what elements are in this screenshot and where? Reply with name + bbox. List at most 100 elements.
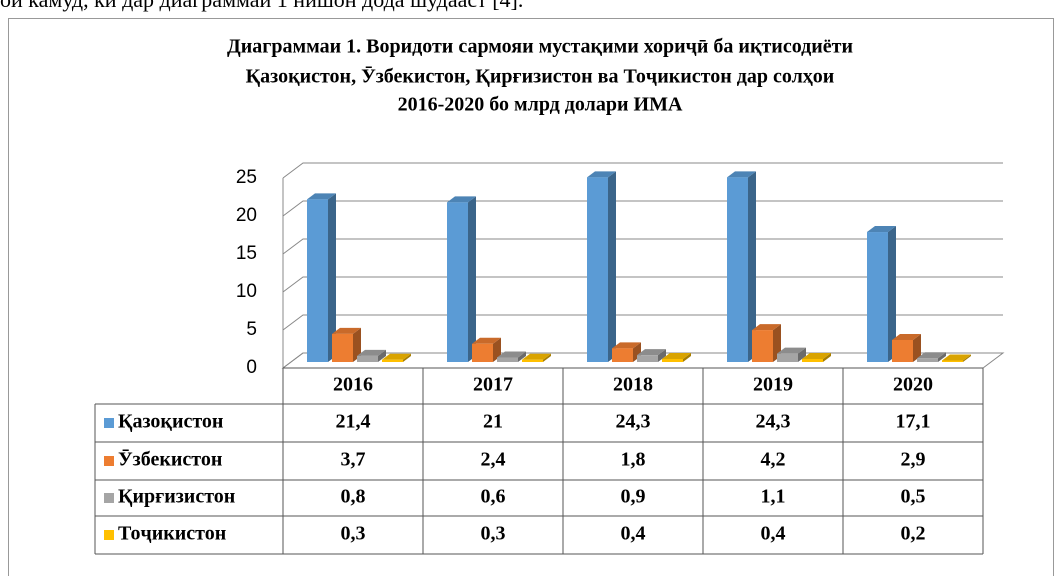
bar-top bbox=[917, 352, 946, 359]
chart-title: Қазоқистон, Ӯзбекистон, Қирғизистон ва Т… bbox=[246, 66, 835, 88]
grid-line bbox=[282, 200, 1003, 217]
grid-line bbox=[282, 276, 1003, 293]
data-label: 0,3 bbox=[481, 523, 506, 545]
data-label: 0,9 bbox=[621, 486, 646, 508]
legend-key bbox=[104, 493, 114, 503]
data-label: 24,3 bbox=[616, 411, 651, 433]
bar-side bbox=[683, 352, 691, 362]
data-label: 21,4 bbox=[336, 411, 371, 433]
bar bbox=[522, 359, 543, 362]
bar-side bbox=[468, 196, 476, 362]
data-label: 17,1 bbox=[896, 411, 931, 433]
bar bbox=[447, 202, 468, 362]
data-label: 0,4 bbox=[761, 523, 786, 545]
bar bbox=[612, 348, 633, 362]
bar bbox=[752, 330, 773, 362]
bar-side bbox=[748, 171, 756, 362]
bar bbox=[802, 358, 823, 362]
bar-top bbox=[472, 337, 501, 344]
bar-top bbox=[382, 353, 411, 360]
data-label: 2,9 bbox=[901, 449, 926, 471]
bar-top bbox=[357, 349, 386, 356]
legend-key bbox=[104, 456, 114, 466]
bar-top bbox=[892, 333, 921, 340]
x-tick-label: 2016 bbox=[333, 374, 373, 396]
bar-top bbox=[777, 347, 806, 354]
y-tick-label: 0 bbox=[246, 357, 257, 378]
bar-top bbox=[497, 351, 526, 358]
bar-side bbox=[888, 226, 896, 362]
bar-top bbox=[942, 354, 971, 361]
bar bbox=[892, 339, 913, 362]
data-label: 0,4 bbox=[621, 523, 646, 545]
bar-side bbox=[518, 351, 526, 362]
bar bbox=[472, 343, 493, 362]
bar bbox=[637, 355, 658, 362]
grid-line bbox=[282, 162, 1003, 179]
bar-top bbox=[802, 352, 831, 359]
x-tick-label: 2019 bbox=[753, 374, 793, 396]
bar-side bbox=[353, 327, 361, 362]
bar-top bbox=[587, 171, 616, 178]
chart-title: 2016-2020 бо млрд долари ИМА bbox=[398, 94, 683, 116]
legend-label: Ӯзбекистон bbox=[118, 449, 222, 471]
bar bbox=[917, 358, 938, 362]
bar bbox=[382, 359, 403, 362]
bar-top bbox=[522, 353, 551, 360]
bar-side bbox=[543, 353, 551, 362]
bar bbox=[587, 177, 608, 362]
x-tick-label: 2017 bbox=[473, 374, 513, 396]
bar-top bbox=[752, 324, 781, 331]
bar-side bbox=[328, 193, 336, 362]
legend-label: Қирғизистон bbox=[118, 486, 235, 508]
bar-top bbox=[332, 327, 361, 334]
bar-side bbox=[378, 349, 386, 362]
bar-top bbox=[867, 226, 896, 233]
bar-side bbox=[403, 353, 411, 362]
bar bbox=[332, 333, 353, 362]
bar bbox=[497, 357, 518, 362]
data-label: 24,3 bbox=[756, 411, 791, 433]
data-label: 3,7 bbox=[341, 449, 366, 471]
bar-top bbox=[662, 352, 691, 359]
x-tick-label: 2018 bbox=[613, 374, 653, 396]
legend-key bbox=[104, 418, 114, 428]
x-tick-label: 2020 bbox=[893, 374, 933, 396]
bar-side bbox=[913, 333, 921, 362]
bar-side bbox=[823, 352, 831, 362]
bar bbox=[662, 358, 683, 362]
legend-label: Қазоқистон bbox=[118, 411, 223, 433]
bar-side bbox=[608, 171, 616, 362]
y-tick-label: 5 bbox=[246, 319, 257, 340]
chart-title: Диаграммаи 1. Воридоти сармояи мустақими… bbox=[227, 36, 853, 58]
y-tick-label: 25 bbox=[236, 167, 257, 188]
data-label: 1,1 bbox=[761, 486, 786, 508]
bar-top bbox=[727, 171, 756, 178]
data-label: 0,6 bbox=[481, 486, 506, 508]
bar-side bbox=[963, 354, 971, 362]
y-tick-label: 10 bbox=[236, 281, 257, 302]
y-tick-label: 20 bbox=[236, 205, 257, 226]
bar-side bbox=[798, 347, 806, 362]
data-label: 1,8 bbox=[621, 449, 646, 471]
grid-line bbox=[282, 238, 1003, 255]
bar-top bbox=[612, 342, 641, 349]
text-above: ои камуд, ки дар диаграммаи 1 нишон дода… bbox=[0, 0, 523, 12]
chart-frame bbox=[8, 18, 1054, 576]
bar bbox=[727, 177, 748, 362]
data-label: 0,5 bbox=[901, 486, 926, 508]
data-label: 4,2 bbox=[761, 449, 786, 471]
data-label: 21 bbox=[483, 411, 503, 433]
data-label: 0,2 bbox=[901, 523, 926, 545]
bar-side bbox=[658, 349, 666, 362]
legend-key bbox=[104, 530, 114, 540]
legend-label: Тоҷикистон bbox=[118, 523, 226, 545]
bar-top bbox=[307, 193, 336, 200]
bar bbox=[942, 360, 963, 362]
bar bbox=[777, 353, 798, 362]
bar-top bbox=[447, 196, 476, 203]
data-label: 2,4 bbox=[481, 449, 506, 471]
bar bbox=[357, 355, 378, 362]
